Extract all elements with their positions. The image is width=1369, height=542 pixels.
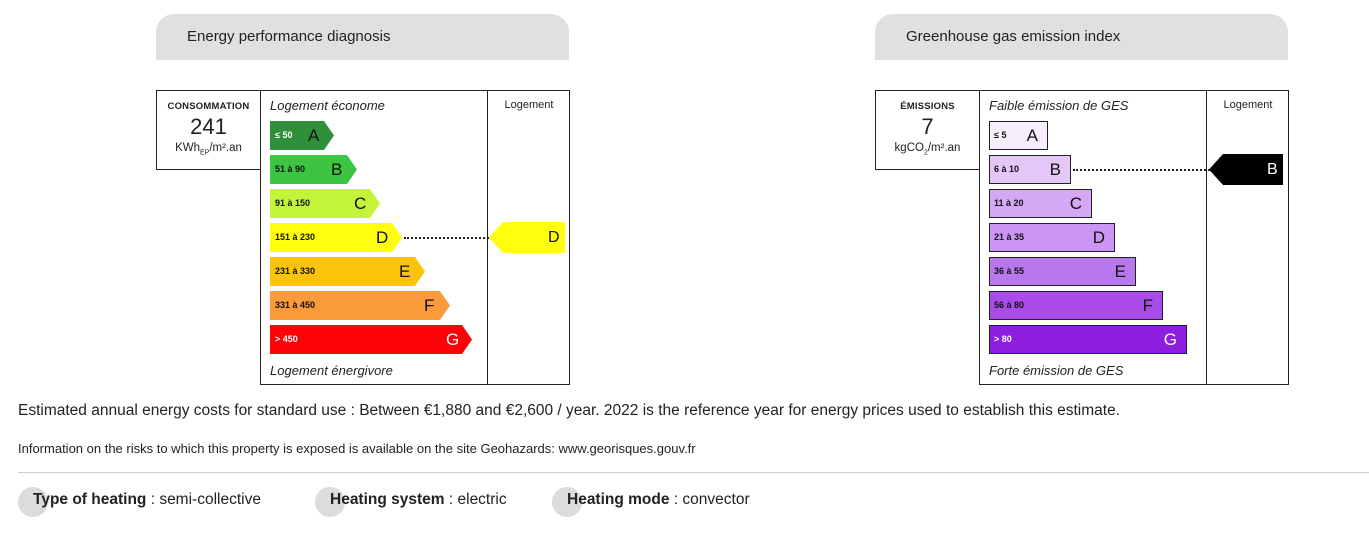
ges-class-range: 36 à 55 [994,266,1025,276]
feature-value: convector [682,491,750,508]
ges-emission-box: ÉMISSIONS 7 kgCO2/m².an [875,90,980,170]
energy-unit: KWhEP/m².an [175,142,242,157]
ges-current-class-marker: B [1209,154,1283,185]
energy-class-letter: C [354,194,367,213]
ges-class-c: 11 à 20 C [989,189,1092,218]
ges-class-d: 21 à 35 D [989,223,1115,252]
energy-class-range: 151 à 230 [275,232,316,242]
energy-tab-label: Energy performance diagnosis [187,28,391,45]
energy-class-range: 51 à 90 [275,164,306,174]
ges-scale-top: Faible émission de GES [989,98,1129,113]
energy-class-range: ≤ 50 [275,130,293,140]
energy-class-letter: A [308,126,320,145]
feature-value: semi-collective [159,491,261,508]
ges-class-b: 6 à 10 B [989,155,1071,184]
ges-scale-bottom: Forte émission de GES [989,363,1124,378]
ges-class-a: ≤ 5 A [989,121,1048,150]
ges-value: 7 [921,114,934,139]
ges-class-e: 36 à 55 E [989,257,1136,286]
ges-class-letter: D [1092,228,1105,247]
ges-caption: ÉMISSIONS [900,101,955,112]
ges-class-range: ≤ 5 [994,130,1007,140]
energy-marker-line [404,237,489,239]
ges-tab-title: Greenhouse gas emission index [875,14,1288,60]
energy-logement-label: Logement [504,99,554,111]
ges-class-g: > 80 G [989,325,1187,354]
ges-unit: kgCO2/m².an [894,142,961,157]
ges-marker-line [1073,169,1210,171]
ges-class-letter: F [1142,296,1153,315]
energy-caption: CONSOMMATION [167,101,250,112]
feature-label: Type of heating [33,491,147,508]
ges-class-letter: C [1069,194,1082,213]
ges-class-letter: A [1026,126,1038,145]
energy-class-c: 91 à 150 C [270,189,380,218]
ges-class-letter: E [1114,262,1126,281]
energy-scale-bottom: Logement énergivore [270,363,393,378]
energy-class-f: 331 à 450 F [270,291,450,320]
energy-scale-top: Logement économe [270,98,385,113]
feature-bullet-icon [18,487,48,517]
energy-scale: Logement économe Logement énergivore Log… [260,90,570,385]
energy-class-letter: F [424,296,435,315]
ges-class-range: 56 à 80 [994,300,1025,310]
ges-class-letter: B [1049,160,1061,179]
feature-value: electric [457,491,507,508]
energy-value: 241 [190,114,227,139]
energy-class-letter: G [446,330,460,349]
energy-class-letter: E [399,262,411,281]
feature-bullet-icon [315,487,345,517]
ges-class-letter: G [1163,330,1177,349]
energy-class-letter: B [331,160,343,179]
feature-label: Heating mode [567,491,670,508]
ges-class-range: > 80 [994,334,1012,344]
energy-class-letter: D [376,228,389,247]
ges-class-f: 56 à 80 F [989,291,1163,320]
ges-class-range: 11 à 20 [994,198,1024,208]
ges-class-range: 21 à 35 [994,232,1025,242]
energy-class-range: 231 à 330 [275,266,316,276]
energy-marker-letter: D [548,229,560,246]
energy-current-class-marker: D [489,222,565,253]
energy-class-g: > 450 G [270,325,472,354]
energy-class-b: 51 à 90 B [270,155,357,184]
ges-logement-label: Logement [1223,99,1273,111]
ges-marker-letter: B [1267,161,1278,178]
feature-heating-system: Heating system : electric [315,487,507,517]
feature-bullet-icon [552,487,582,517]
energy-class-d: 151 à 230 D [270,223,402,252]
energy-class-range: 331 à 450 [275,300,316,310]
energy-class-range: 91 à 150 [275,198,311,208]
ges-tab-label: Greenhouse gas emission index [906,28,1121,45]
separator-line [18,472,1369,473]
feature-label: Heating system [330,491,445,508]
energy-class-a: ≤ 50 A [270,121,334,150]
energy-class-e: 231 à 330 E [270,257,425,286]
energy-consumption-box: CONSOMMATION 241 KWhEP/m².an [156,90,261,170]
energy-class-range: > 450 [275,334,298,344]
energy-tab-title: Energy performance diagnosis [156,14,569,60]
ges-scale: Faible émission de GES Forte émission de… [979,90,1289,385]
feature-heating-type: Type of heating : semi-collective [18,487,261,517]
ges-divider [1206,91,1207,384]
risks-info-text: Information on the risks to which this p… [18,441,696,456]
ges-class-range: 6 à 10 [994,164,1020,174]
energy-costs-text: Estimated annual energy costs for standa… [18,402,1121,419]
feature-heating-mode: Heating mode : convector [552,487,750,517]
